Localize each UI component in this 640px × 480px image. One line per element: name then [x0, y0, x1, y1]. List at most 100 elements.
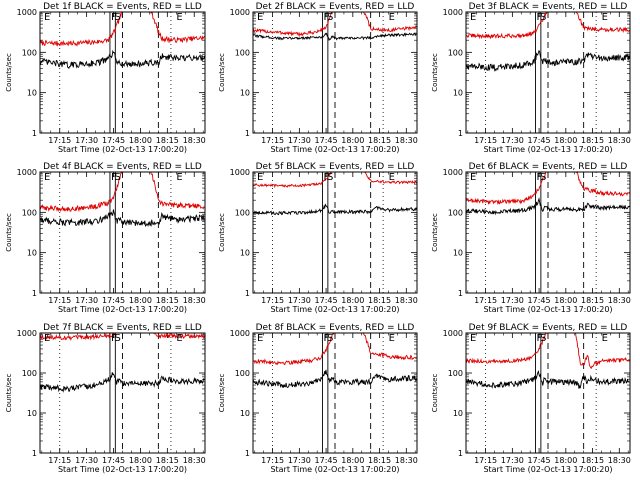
- x-tick-label: 18:15: [368, 296, 391, 305]
- marker-label: E: [176, 12, 182, 23]
- marker-label: F: [537, 12, 543, 23]
- panel-title: Det 8f BLACK = Events, RED = LLD: [256, 323, 415, 333]
- marker-label: E: [44, 172, 50, 183]
- x-tick-label: 18:30: [395, 136, 418, 145]
- detector-panel: Det 7f BLACK = Events, RED = LLD Counts/s…: [5, 323, 206, 474]
- x-tick-label: 18:30: [395, 296, 418, 305]
- detector-panel: Det 3f BLACK = Events, RED = LLD Counts/s…: [431, 2, 631, 154]
- marker-label: E: [389, 172, 395, 183]
- x-tick-label: 18:15: [156, 296, 179, 305]
- plot-frame: [465, 11, 631, 134]
- marker-label: E: [176, 172, 182, 183]
- y-tick-label: 100: [235, 369, 250, 378]
- plot-frame: [252, 11, 418, 134]
- x-tick-label: 18:30: [395, 456, 418, 465]
- x-tick-label: 17:45: [528, 456, 551, 465]
- x-tick-label: 17:45: [102, 136, 125, 145]
- panel-title: Det 7f BLACK = Events, RED = LLD: [43, 323, 202, 333]
- x-tick-label: 18:15: [368, 136, 391, 145]
- marker-label: E: [602, 12, 608, 23]
- x-tick-label: 17:15: [261, 136, 284, 145]
- y-tick-label: 1000: [17, 168, 37, 177]
- y-axis-label: Counts/sec: [5, 213, 13, 252]
- y-tick-label: 1000: [230, 8, 250, 17]
- y-tick-label: 1: [245, 129, 250, 138]
- x-tick-label: 17:30: [75, 136, 98, 145]
- x-axis-label: Start Time (02-Oct-13 17:00:20): [270, 305, 399, 314]
- x-tick-label: 18:15: [581, 136, 604, 145]
- y-tick-label: 100: [448, 369, 463, 378]
- x-tick-label: 18:30: [183, 136, 206, 145]
- marker-label: E: [389, 12, 395, 23]
- y-tick-label: 100: [22, 369, 37, 378]
- plot-frame: [39, 11, 206, 134]
- series-line: [253, 369, 417, 389]
- marker-label: S: [540, 333, 546, 344]
- marker-label: F: [537, 172, 543, 183]
- x-tick-label: 17:30: [501, 296, 524, 305]
- x-tick-label: 18:30: [608, 296, 631, 305]
- series-line: [40, 49, 205, 70]
- detector-panel: Det 8f BLACK = Events, RED = LLD Counts/s…: [218, 323, 418, 474]
- x-tick-label: 17:15: [474, 456, 497, 465]
- marker-label: S: [115, 333, 121, 344]
- panel-title: Det 1f BLACK = Events, RED = LLD: [43, 2, 202, 12]
- marker-label: S: [327, 333, 333, 344]
- marker-label: S: [115, 12, 121, 23]
- marker-label: F: [111, 12, 117, 23]
- series-line: [253, 12, 417, 38]
- y-axis-label: Counts/sec: [5, 374, 13, 413]
- x-axis-label: Start Time (02-Oct-13 17:00:20): [58, 145, 187, 154]
- x-tick-label: 17:30: [75, 456, 98, 465]
- y-tick-label: 1000: [17, 329, 37, 338]
- plot-frame: [39, 171, 206, 294]
- y-tick-label: 100: [235, 208, 250, 217]
- x-tick-label: 18:00: [554, 456, 577, 465]
- marker-label: E: [602, 172, 608, 183]
- series-line: [40, 172, 205, 213]
- x-tick-label: 17:45: [315, 456, 338, 465]
- x-tick-label: 17:45: [315, 136, 338, 145]
- series-line: [40, 372, 205, 393]
- x-tick-label: 17:30: [288, 296, 311, 305]
- y-axis-label: Counts/sec: [218, 213, 226, 252]
- marker-label: E: [257, 12, 263, 23]
- detector-panel: Det 5f BLACK = Events, RED = LLD Counts/s…: [218, 162, 418, 314]
- series-line: [40, 12, 205, 47]
- panel-title: Det 9f BLACK = Events, RED = LLD: [469, 323, 628, 333]
- series-line: [466, 49, 630, 72]
- series-line: [466, 12, 630, 40]
- y-tick-label: 10: [453, 89, 463, 98]
- series-line: [466, 197, 630, 216]
- y-tick-label: 100: [448, 48, 463, 57]
- series-line: [40, 333, 205, 341]
- panel-title: Det 2f BLACK = Events, RED = LLD: [256, 2, 415, 12]
- series-line: [466, 172, 630, 206]
- y-axis-label: Counts/sec: [431, 374, 439, 413]
- marker-label: E: [176, 333, 182, 344]
- marker-label: E: [44, 12, 50, 23]
- x-axis-label: Start Time (02-Oct-13 17:00:20): [483, 465, 612, 474]
- x-axis-label: Start Time (02-Oct-13 17:00:20): [270, 465, 399, 474]
- marker-label: E: [470, 12, 476, 23]
- y-axis-label: Counts/sec: [431, 53, 439, 92]
- panel-title: Det 4f BLACK = Events, RED = LLD: [43, 162, 202, 172]
- x-tick-label: 17:45: [102, 456, 125, 465]
- x-tick-label: 17:45: [528, 136, 551, 145]
- x-tick-label: 18:00: [341, 136, 364, 145]
- x-tick-label: 17:30: [75, 296, 98, 305]
- plot-frame: [465, 332, 631, 454]
- series-line: [253, 333, 417, 366]
- series-line: [40, 209, 205, 228]
- x-tick-label: 17:15: [261, 456, 284, 465]
- series-line: [466, 333, 630, 369]
- marker-label: S: [115, 172, 121, 183]
- x-tick-label: 18:00: [129, 456, 152, 465]
- marker-label: E: [44, 333, 50, 344]
- x-tick-label: 17:45: [315, 296, 338, 305]
- y-tick-label: 10: [240, 409, 250, 418]
- marker-label: E: [257, 333, 263, 344]
- x-tick-label: 17:30: [288, 456, 311, 465]
- y-tick-label: 1000: [443, 8, 463, 17]
- x-tick-label: 17:15: [48, 136, 71, 145]
